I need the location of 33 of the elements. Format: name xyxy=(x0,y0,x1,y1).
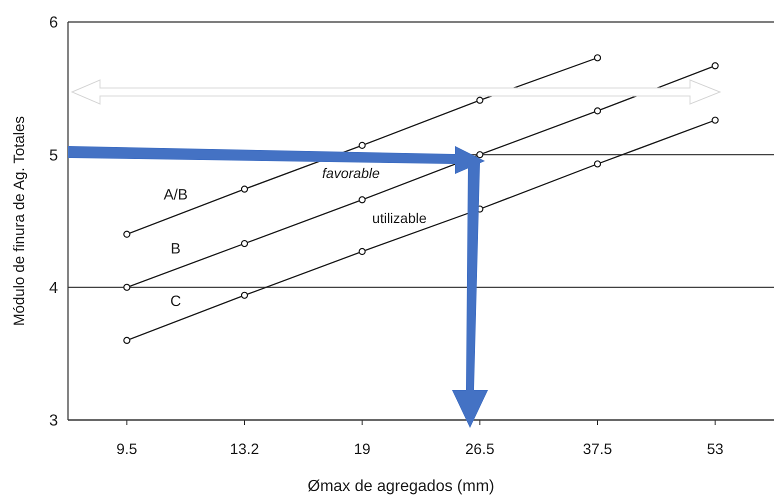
y-tick-label: 6 xyxy=(49,14,58,32)
series-label: C xyxy=(170,292,182,310)
x-tick-label: 53 xyxy=(706,441,724,458)
point xyxy=(476,151,484,158)
point xyxy=(358,142,366,149)
annotation: favorable xyxy=(322,164,380,181)
point xyxy=(594,107,602,114)
point xyxy=(123,336,130,344)
x-tick-label: 37.5 xyxy=(582,441,612,458)
point xyxy=(594,160,602,168)
y-tick-label: 4 xyxy=(49,280,58,297)
annotation: utilizable xyxy=(372,210,427,226)
point xyxy=(358,248,366,256)
x-tick-label: 26.5 xyxy=(465,441,494,458)
x-tick-label: 19 xyxy=(354,441,371,458)
x-tick-label: 9.5 xyxy=(116,441,138,458)
x-axis-title: Ømax de agregados (mm) xyxy=(308,478,494,495)
y-tick-label: 5 xyxy=(49,147,58,164)
point xyxy=(594,54,602,62)
x-tick-label: 13.2 xyxy=(230,441,260,458)
series-label: A/B xyxy=(164,186,188,204)
point xyxy=(476,96,484,104)
point xyxy=(123,230,130,238)
y-axis-title: Módulo de finura de Ag. Totales xyxy=(11,116,28,326)
point xyxy=(240,292,248,299)
point xyxy=(358,196,366,204)
point xyxy=(712,62,719,70)
point xyxy=(712,116,719,124)
point xyxy=(240,186,248,193)
series-label: B xyxy=(170,240,181,258)
y-tick-label: 3 xyxy=(49,412,58,430)
point xyxy=(240,240,248,248)
point xyxy=(123,284,130,291)
